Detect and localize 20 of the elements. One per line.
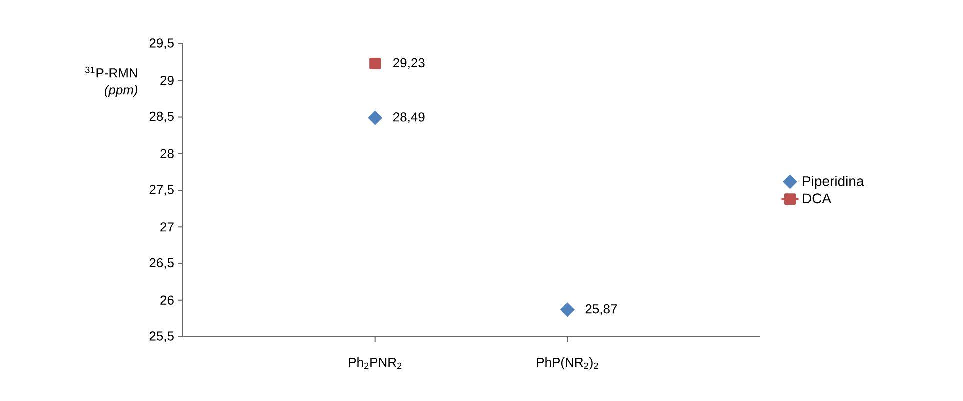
y-axis-title: $^{31}$P-RMN (ppm) bbox=[85, 66, 138, 98]
y-tick-label: 25,5 bbox=[150, 332, 174, 342]
x-tick-label: Ph$_{2}$PNR$_{2}$ bbox=[349, 358, 402, 370]
y-tick-label: 29,5 bbox=[150, 38, 174, 50]
x-tick-label: PhP(NR$_{2}$)$_{2}$ bbox=[537, 358, 598, 370]
legend-label: Piperidina bbox=[803, 176, 864, 190]
y-tick-label: 27,5 bbox=[150, 185, 174, 196]
point bbox=[560, 302, 575, 318]
point bbox=[370, 58, 382, 70]
data-label: 25,87 bbox=[586, 304, 618, 316]
y-tick-label: 26,5 bbox=[150, 258, 174, 270]
y-tick-label: 29 bbox=[160, 76, 174, 86]
y-tick-label: 28 bbox=[160, 149, 174, 158]
data-label: 29,23 bbox=[394, 58, 425, 70]
legend-label: DCA bbox=[803, 194, 832, 204]
y-tick-label: 27 bbox=[160, 222, 174, 232]
data-label: 28,49 bbox=[394, 112, 425, 124]
y-tick-label: 26 bbox=[160, 296, 174, 305]
point bbox=[368, 110, 383, 126]
y-tick-label: 28,5 bbox=[150, 112, 174, 123]
